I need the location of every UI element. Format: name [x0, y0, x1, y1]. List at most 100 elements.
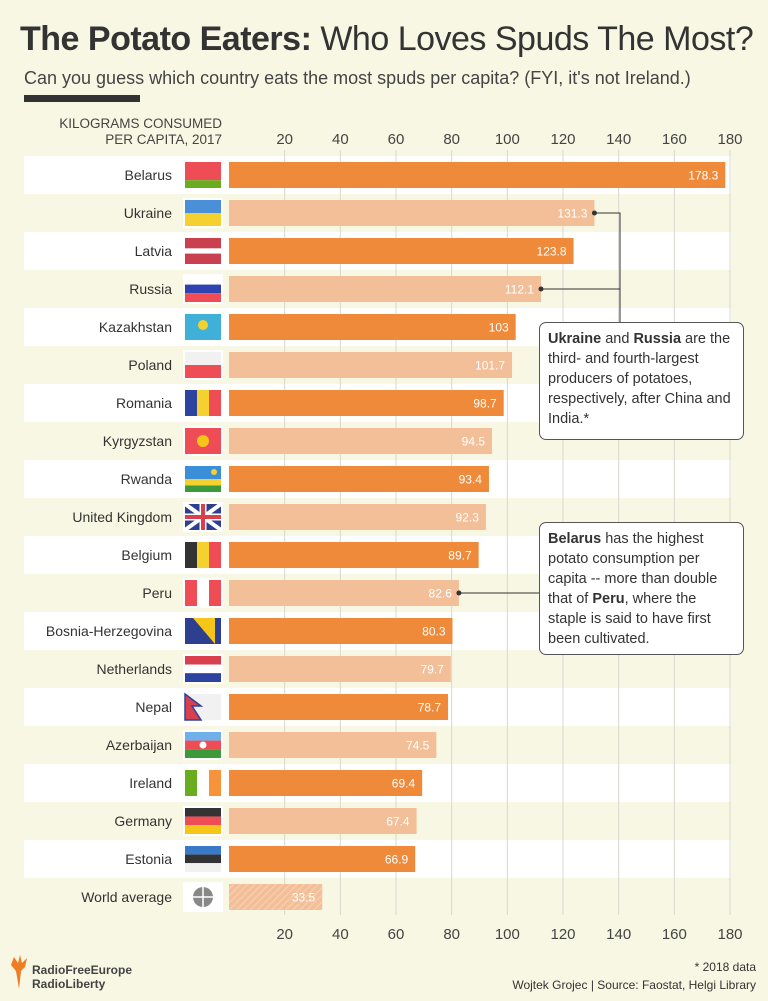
x-tick-label: 40 — [332, 926, 349, 943]
value-label: 89.7 — [448, 549, 472, 563]
flag-triangle — [193, 618, 215, 644]
category-label: Rwanda — [121, 471, 173, 487]
flag-sun — [211, 469, 217, 475]
flag-stripe — [185, 580, 197, 606]
footnote: * 2018 data — [694, 960, 756, 974]
flag-stripe — [185, 479, 221, 486]
credit: Wojtek Grojec | Source: Faostat, Helgi L… — [512, 978, 756, 992]
flag-stripe — [185, 863, 221, 872]
bar-ukraine — [229, 200, 595, 226]
category-label: Belgium — [121, 547, 172, 563]
flag-bosnia-herzegovina — [183, 616, 223, 646]
flag-sun — [198, 320, 208, 330]
category-label: United Kingdom — [72, 509, 172, 525]
category-label: Nepal — [135, 699, 172, 715]
flag-world-average — [183, 882, 223, 912]
bar-peru — [229, 580, 459, 606]
bar-latvia — [229, 238, 574, 264]
flag-stripe — [185, 656, 221, 665]
flag-stripe — [185, 390, 197, 416]
bar-netherlands — [229, 656, 451, 682]
x-tick-label: 120 — [550, 926, 575, 943]
flag-stripe — [185, 253, 221, 264]
flag-stripe — [185, 854, 221, 864]
flag-stripe — [185, 466, 221, 479]
flag-ireland — [183, 768, 223, 798]
flag-stripe — [185, 180, 221, 188]
value-label: 66.9 — [385, 853, 409, 867]
x-tick-label: 80 — [443, 131, 460, 148]
x-tick-label: 20 — [276, 131, 293, 148]
x-tick-label: 100 — [495, 926, 520, 943]
bar-kyrgyzstan — [229, 428, 493, 454]
category-label: Azerbaijan — [106, 737, 172, 753]
flag-estonia — [183, 844, 223, 874]
connector-dot — [538, 286, 544, 292]
title-light: Who Loves Spuds The Most? — [320, 20, 754, 58]
flag-stripe — [209, 542, 221, 568]
flag-kazakhstan — [183, 312, 223, 342]
category-label: Germany — [114, 813, 172, 829]
flag-belgium — [183, 540, 223, 570]
flag-stripe — [185, 162, 221, 181]
category-label: Latvia — [135, 243, 173, 259]
value-label: 74.5 — [406, 739, 430, 753]
category-label: World average — [81, 889, 172, 905]
flag-stripe — [197, 770, 209, 796]
connector-dot — [591, 210, 597, 216]
value-label: 123.8 — [537, 245, 567, 259]
flag-stripe — [185, 238, 221, 249]
flag-stripe — [185, 365, 221, 378]
flag-stripe — [185, 732, 221, 741]
flag-romania — [183, 388, 223, 418]
x-tick-label: 180 — [717, 926, 742, 943]
flag-united-kingdom — [183, 502, 223, 532]
x-tick-label: 180 — [717, 131, 742, 148]
flag-stripe — [185, 200, 221, 213]
flag-stripe — [185, 485, 221, 492]
bar-belgium — [229, 542, 479, 568]
flag-stripe — [185, 825, 221, 834]
flag-sun — [197, 435, 209, 447]
flag-stripe — [185, 770, 197, 796]
annotation-belarus-peru: Belarus has the highest potato consumpti… — [539, 522, 744, 655]
category-label: Netherlands — [97, 661, 173, 677]
flag-stripe — [197, 542, 209, 568]
rferl-logo: RadioFreeEurope RadioLiberty — [8, 953, 132, 992]
flag-stripe — [185, 248, 221, 254]
value-label: 131.3 — [557, 207, 587, 221]
category-label: Poland — [128, 357, 172, 373]
axis-label: KILOGRAMS CONSUMED PER CAPITA, 2017 — [59, 116, 222, 147]
chart-title: The Potato Eaters: Who Loves Spuds The M… — [20, 20, 754, 59]
flag-ukraine — [183, 198, 223, 228]
x-tick-label: 60 — [388, 131, 405, 148]
value-label: 69.4 — [392, 777, 416, 791]
bar-ireland — [229, 770, 423, 796]
flag-poland — [183, 350, 223, 380]
value-label: 92.3 — [456, 511, 480, 525]
category-label: Peru — [142, 585, 172, 601]
x-tick-label: 140 — [606, 131, 631, 148]
flag-stripe — [185, 673, 221, 682]
flag-stripe — [197, 390, 209, 416]
category-label: Romania — [116, 395, 172, 411]
value-label: 80.3 — [422, 625, 446, 639]
flag-crescent — [199, 741, 207, 749]
value-label: 94.5 — [462, 435, 486, 449]
flag-stripe — [185, 846, 221, 855]
flag-stripe — [209, 580, 221, 606]
bar-belarus — [229, 162, 726, 188]
torch-icon — [11, 955, 27, 989]
x-tick-label: 160 — [662, 926, 687, 943]
x-tick-label: 40 — [332, 131, 349, 148]
bar-rwanda — [229, 466, 489, 492]
flag-nepal — [183, 692, 223, 722]
bar-kazakhstan — [229, 314, 516, 340]
value-label: 79.7 — [420, 663, 444, 677]
flag-stripe — [185, 664, 221, 674]
flag-belarus — [183, 160, 223, 190]
globe-lines — [193, 887, 213, 907]
bar-united-kingdom — [229, 504, 486, 530]
flag-kyrgyzstan — [183, 426, 223, 456]
flag-pennant — [184, 692, 204, 721]
